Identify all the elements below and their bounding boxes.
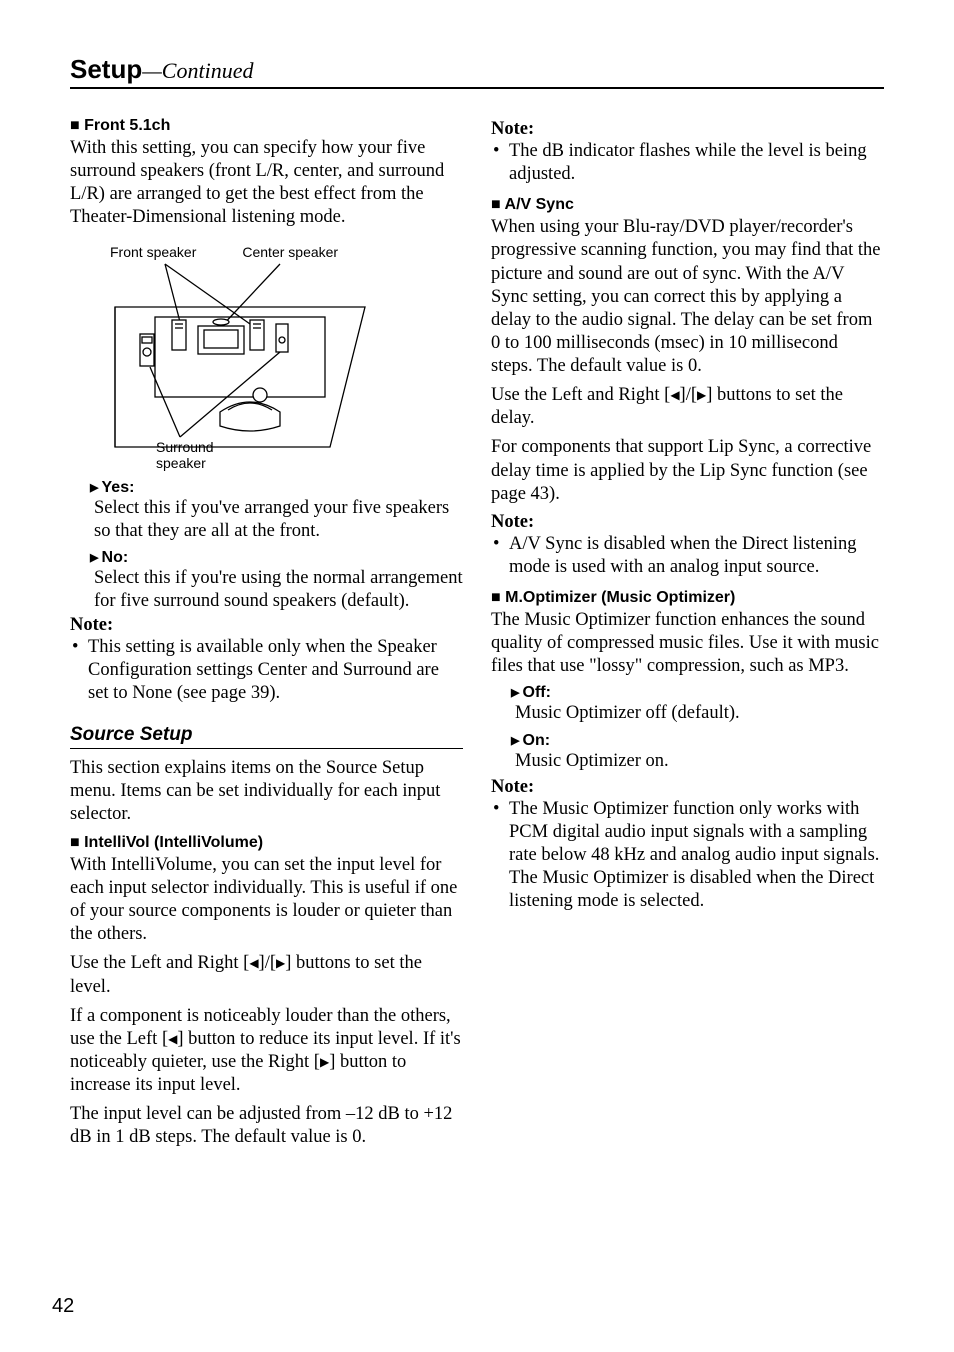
- option-no: No: Select this if you're using the norm…: [90, 549, 463, 613]
- option-on: On: Music Optimizer on.: [511, 732, 884, 773]
- option-on-body: Music Optimizer on.: [515, 750, 884, 773]
- body-source-setup: This section explains items on the Sourc…: [70, 757, 463, 826]
- heading-intellivol: IntelliVol (IntelliVolume): [70, 834, 463, 852]
- heading-m-optimizer: M.Optimizer (Music Optimizer): [491, 589, 884, 607]
- left-arrow-icon: ◀: [249, 956, 258, 971]
- left-column: Front 5.1ch With this setting, you can s…: [70, 117, 463, 1155]
- note-label-av: Note:: [491, 512, 884, 533]
- diagram-label-front: Front speaker: [110, 244, 196, 260]
- avsync-2a: Use the Left and Right [: [491, 385, 670, 405]
- option-yes-body: Select this if you've arranged your five…: [94, 497, 463, 543]
- option-off: Off: Music Optimizer off (default).: [511, 684, 884, 725]
- left-arrow-icon: ◀: [670, 388, 679, 403]
- note-label-1: Note:: [70, 615, 463, 636]
- right-column: Note: The dB indicator flashes while the…: [491, 117, 884, 1155]
- av-sync-body-2: Use the Left and Right [◀]/[▶] buttons t…: [491, 384, 884, 430]
- left-arrow-icon: ◀: [168, 1032, 177, 1047]
- avsync-2b: ]/[: [680, 385, 697, 405]
- diagram-label-center: Center speaker: [242, 244, 338, 260]
- intellivol-body-3: If a component is noticeably louder than…: [70, 1005, 463, 1098]
- speaker-diagram-svg: [110, 262, 370, 452]
- page-header: Setup—Continued: [70, 54, 884, 89]
- diagram-label-surround-2: speaker: [156, 455, 463, 471]
- note-body-av: A/V Sync is disabled when the Direct lis…: [491, 533, 884, 579]
- right-arrow-icon: ▶: [276, 956, 285, 971]
- note-label-mopt: Note:: [491, 777, 884, 798]
- note-body-mopt: The Music Optimizer function only works …: [491, 798, 884, 914]
- heading-front-5-1ch: Front 5.1ch: [70, 117, 463, 135]
- option-yes-label: Yes:: [90, 479, 463, 497]
- intellivol-2a: Use the Left and Right [: [70, 953, 249, 973]
- intellivol-body-4: The input level can be adjusted from –12…: [70, 1103, 463, 1149]
- option-no-body: Select this if you're using the normal a…: [94, 567, 463, 613]
- intellivol-2b: ]/[: [259, 953, 276, 973]
- heading-source-setup: Source Setup: [70, 724, 463, 749]
- page-number: 42: [52, 1295, 74, 1318]
- intellivol-body-1: With IntelliVolume, you can set the inpu…: [70, 854, 463, 947]
- body-front-5-1ch: With this setting, you can specify how y…: [70, 137, 463, 230]
- heading-av-sync: A/V Sync: [491, 196, 884, 214]
- option-no-label: No:: [90, 549, 463, 567]
- option-on-label: On:: [511, 732, 884, 750]
- note-label-db: Note:: [491, 119, 884, 140]
- header-title: Setup: [70, 54, 142, 84]
- intellivol-body-2: Use the Left and Right [◀]/[▶] buttons t…: [70, 952, 463, 998]
- content-columns: Front 5.1ch With this setting, you can s…: [70, 117, 884, 1155]
- right-arrow-icon: ▶: [697, 388, 706, 403]
- speaker-diagram: Front speaker Center speaker: [110, 244, 463, 471]
- m-optimizer-body: The Music Optimizer function enhances th…: [491, 609, 884, 678]
- note-body-1: This setting is available only when the …: [70, 636, 463, 705]
- option-off-label: Off:: [511, 684, 884, 702]
- header-subtitle: —Continued: [142, 58, 253, 83]
- option-yes: Yes: Select this if you've arranged your…: [90, 479, 463, 543]
- note-body-db: The dB indicator flashes while the level…: [491, 140, 884, 186]
- av-sync-body-1: When using your Blu-ray/DVD player/recor…: [491, 216, 884, 378]
- av-sync-body-3: For components that support Lip Sync, a …: [491, 436, 884, 505]
- right-arrow-icon: ▶: [320, 1055, 329, 1070]
- option-off-body: Music Optimizer off (default).: [515, 702, 884, 725]
